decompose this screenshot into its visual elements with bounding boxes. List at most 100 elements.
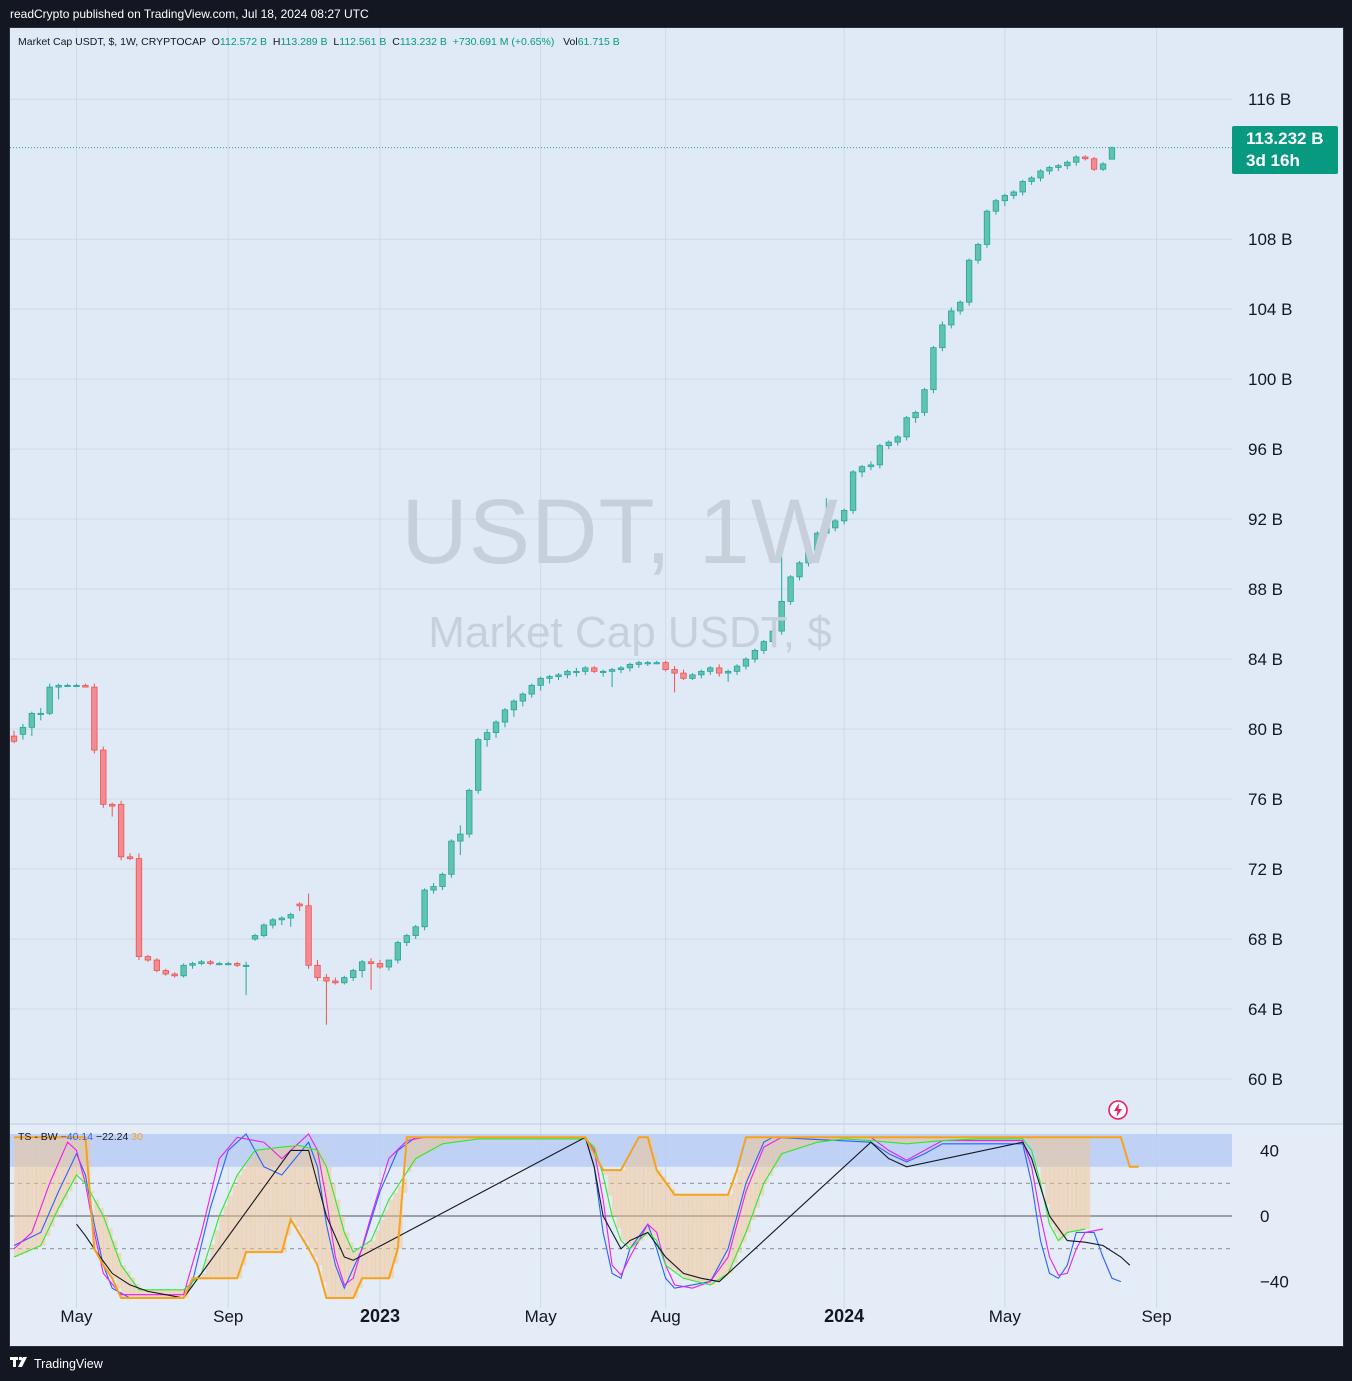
oscillator-cloud-slice [170, 1289, 176, 1298]
candle [1073, 155, 1080, 166]
candle-body [82, 684, 89, 688]
candle [28, 711, 36, 737]
legend-change: +730.691 M (+0.65%) [452, 36, 555, 48]
oscillator-cloud-slice [130, 1277, 136, 1298]
candle-body [805, 550, 812, 564]
candle-body [724, 670, 732, 674]
candle [707, 666, 714, 675]
candle-body [403, 935, 410, 943]
oscillator-cloud-slice [406, 1137, 412, 1173]
candle [1019, 179, 1026, 196]
oscillator-value-1: −40.14 [60, 1131, 94, 1143]
candle-body [582, 667, 589, 672]
y-tick-label: 108 B [1248, 230, 1292, 249]
overbought-band [10, 1134, 1232, 1167]
oscillator-cloud-slice [219, 1216, 225, 1279]
legend-symbol[interactable]: Market Cap USDT, $, 1W, CRYPTOCAP [18, 36, 206, 48]
legend-open-label: O [211, 36, 220, 48]
candle [55, 683, 62, 700]
oscillator-legend[interactable]: TS - BW −40.14 −22.24 30 [18, 1131, 143, 1143]
candle-body [635, 662, 643, 665]
oscillator-cloud-slice [201, 1273, 207, 1279]
candle-body [528, 684, 535, 695]
oscillator-cloud-slice [54, 1137, 60, 1218]
candle [501, 708, 509, 728]
oscillator-cloud-slice [594, 1147, 600, 1154]
oscillator-cloud-slice [884, 1137, 890, 1142]
candle-body [885, 441, 892, 447]
candle-body [778, 600, 785, 632]
candle-body [269, 919, 277, 926]
oscillator-cloud-slice [799, 1137, 805, 1148]
y-tick-label: 80 B [1248, 720, 1283, 739]
candle-body [492, 721, 500, 733]
oscillator-cloud-slice [121, 1265, 127, 1298]
oscillator-cloud-slice [98, 1207, 104, 1257]
oscillator-cloud-slice [728, 1194, 734, 1274]
candle [305, 893, 312, 969]
oscillator-cloud-slice [348, 1242, 354, 1298]
oscillator-cloud-slice [116, 1252, 122, 1289]
candle-body [510, 700, 518, 711]
oscillator-cloud-slice [853, 1137, 859, 1140]
oscillator-cloud-slice [1085, 1137, 1091, 1230]
oscillator-cloud-slice [138, 1289, 144, 1298]
oscillator-cloud-slice [304, 1146, 310, 1242]
candle-body [73, 684, 80, 687]
legend-vol-label: Vol [563, 36, 578, 48]
candle [1064, 160, 1071, 170]
candle [787, 575, 794, 605]
oscillator-cloud-slice [125, 1271, 131, 1298]
bolt-icon[interactable] [1107, 1099, 1129, 1121]
candle-body [733, 665, 741, 672]
candle-body [546, 676, 553, 679]
oscillator-cloud-slice [366, 1243, 372, 1279]
chart-canvas[interactable]: 60 B 64 B 68 B 72 B 76 B 80 B 84 B 88 B 92 B 96 B… [10, 28, 1343, 1346]
chart-legend[interactable]: Market Cap USDT, $, 1W, CRYPTOCAP O112.5… [18, 36, 620, 48]
candle [466, 788, 473, 838]
oscillator-name[interactable]: TS - BW [18, 1131, 58, 1143]
oscillator-cloud-slice [598, 1161, 604, 1162]
oscillator-y-tick-label: 40 [1260, 1141, 1279, 1160]
candle [519, 692, 526, 707]
footer-brand[interactable]: TradingView [10, 1356, 103, 1371]
oscillator-cloud-slice [205, 1259, 211, 1279]
candle [823, 498, 830, 537]
candle [867, 461, 875, 471]
candle-body [448, 840, 455, 875]
oscillator-cloud-slice [1062, 1137, 1068, 1237]
candle-body [573, 670, 580, 673]
candle-body [394, 942, 402, 961]
candle-body [1001, 195, 1009, 202]
candle [314, 960, 321, 982]
candle [644, 660, 651, 667]
candle-body [840, 509, 848, 522]
oscillator-cloud-slice [18, 1137, 24, 1256]
candle [849, 470, 857, 514]
candle [537, 676, 544, 691]
oscillator-cloud-slice [214, 1230, 220, 1279]
oscillator-cloud-slice [603, 1170, 609, 1175]
oscillator-cloud-slice [906, 1137, 912, 1144]
legend-close-label: C [392, 36, 400, 48]
candle [162, 968, 169, 976]
oscillator-cloud-slice [808, 1137, 814, 1146]
candle [394, 940, 402, 964]
chart-frame[interactable]: 60 B 64 B 68 B 72 B 76 B 80 B 84 B 88 B 92 B 96 B… [9, 27, 1344, 1347]
oscillator-cloud-slice [683, 1194, 689, 1279]
candle [858, 464, 866, 478]
candle [144, 954, 152, 962]
oscillator-cloud-slice [888, 1137, 894, 1143]
candle-body [867, 464, 875, 468]
oscillator-cloud-slice [134, 1283, 140, 1298]
candle [733, 664, 741, 675]
candle-body [849, 471, 857, 511]
oscillator-cloud-slice [353, 1252, 359, 1298]
oscillator-cloud-slice [379, 1220, 385, 1279]
x-tick-label: 2023 [360, 1306, 400, 1326]
candle [939, 321, 946, 352]
y-tick-label: 64 B [1248, 1000, 1283, 1019]
oscillator-cloud-slice [866, 1137, 872, 1141]
oscillator-cloud-slice [1080, 1137, 1086, 1230]
oscillator-cloud-slice [232, 1185, 238, 1279]
